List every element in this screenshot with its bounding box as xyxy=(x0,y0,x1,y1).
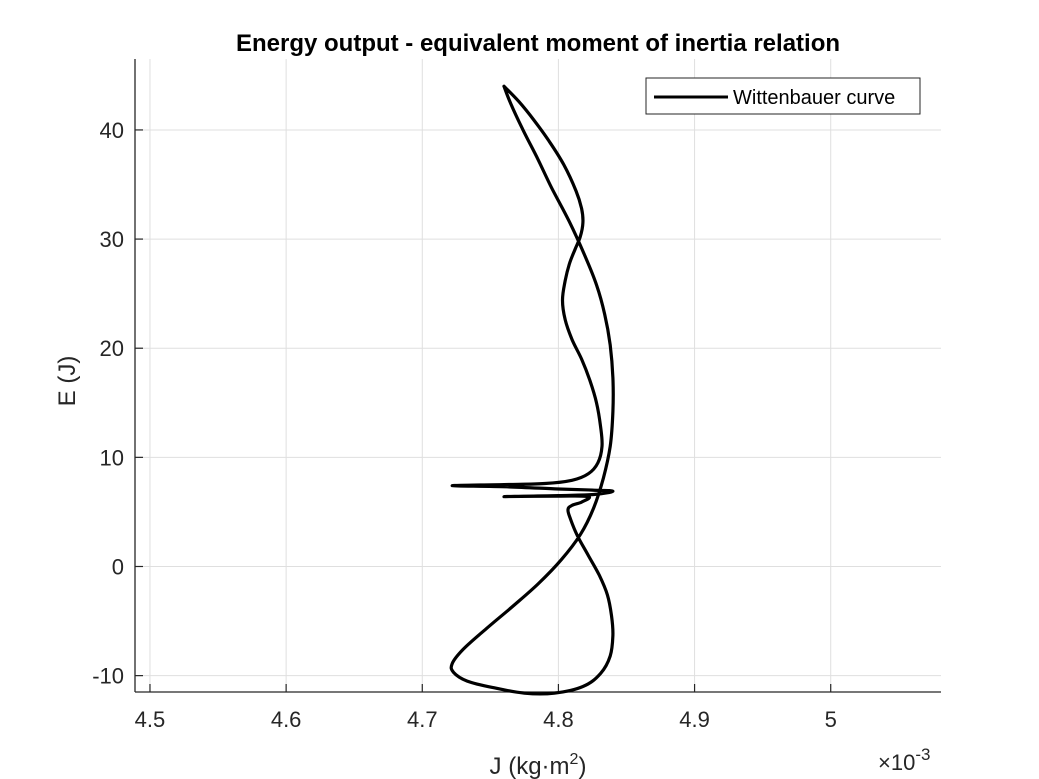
x-tick-label: 4.5 xyxy=(135,707,166,732)
x-tick-label: 4.9 xyxy=(679,707,710,732)
x-axis-label-superscript: 2 xyxy=(570,751,579,768)
legend-entry-label: Wittenbauer curve xyxy=(733,87,895,109)
y-tick-label: 20 xyxy=(100,336,124,361)
x-tick-label: 4.8 xyxy=(543,707,574,732)
x-axis-label-end: ) xyxy=(578,753,586,779)
legend: Wittenbauer curve xyxy=(645,77,921,115)
x-tick-label: 4.7 xyxy=(407,707,438,732)
series xyxy=(449,84,615,696)
y-axis-label: E (J) xyxy=(54,356,81,407)
x-exponent-label: ×10-3 xyxy=(878,745,930,775)
y-tick-label: -10 xyxy=(92,664,124,689)
x-axis-label: J (kg·m2) xyxy=(490,751,587,779)
x-tick-label: 5 xyxy=(825,707,837,732)
chart-title: Energy output - equivalent moment of ine… xyxy=(236,30,840,57)
wittenbauer-curve xyxy=(449,84,615,696)
y-tick-label: 40 xyxy=(100,118,124,143)
axes xyxy=(134,59,941,693)
x-tick-label: 4.6 xyxy=(271,707,302,732)
y-tick-label: 30 xyxy=(100,227,124,252)
grid xyxy=(135,59,941,692)
tick-labels: 4.5 4.6 4.7 4.8 4.9 5 -10 0 10 20 30 40 xyxy=(92,118,837,732)
x-axis-label-main: J (kg·m xyxy=(490,753,570,779)
y-tick-label: 0 xyxy=(112,554,124,579)
y-tick-label: 10 xyxy=(100,445,124,470)
